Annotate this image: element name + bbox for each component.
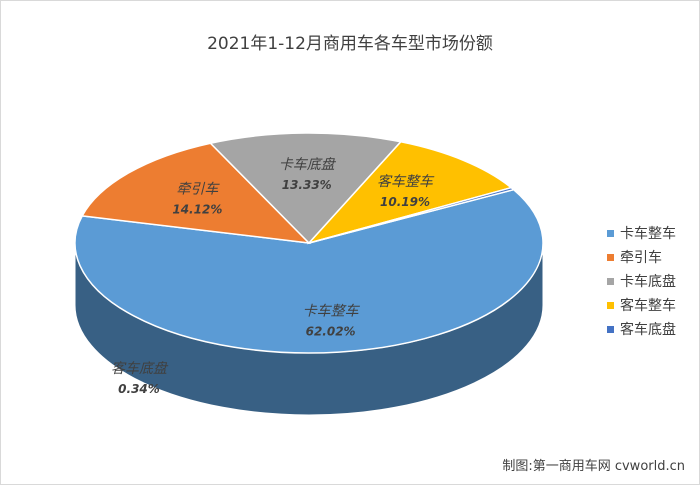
pie-slice-卡车底盘 [209,132,403,245]
pie-slice-卡车整车 [74,188,544,354]
pie-slice-客车整车 [306,140,513,245]
label-name-牵引车: 牵引车 [176,181,220,197]
chart-title: 2021年1-12月商用车各车型市场份额 [207,34,493,54]
pie-slice-客车底盘 [308,186,516,244]
legend-item: 卡车底盘 [607,270,676,294]
legend-label: 牵引车 [620,250,662,266]
label-value-卡车底盘: 13.33% [282,178,332,192]
pie-top [74,132,544,354]
source-credit: 制图:第一商用车网 cvworld.cn [502,459,685,474]
legend: 卡车整车牵引车卡车底盘客车整车客车底盘 [607,222,676,342]
label-name-卡车整车: 卡车整车 [303,304,361,320]
legend-swatch [607,301,614,309]
legend-label: 客车底盘 [620,322,676,338]
legend-swatch [607,325,614,333]
data-labels: 卡车整车 62.02% 牵引车 14.12% 卡车底盘 13.33% 客车整车 10.19% 客… [111,157,435,396]
legend-swatch [607,253,614,261]
legend-label: 客车整车 [620,298,676,314]
label-name-客车底盘: 客车底盘 [111,361,169,377]
legend-swatch [607,229,614,237]
label-value-卡车整车: 62.02% [306,325,356,339]
legend-label: 卡车底盘 [620,274,676,290]
label-value-客车底盘: 0.34% [118,382,160,396]
legend-item: 客车底盘 [607,318,676,342]
label-name-卡车底盘: 卡车底盘 [279,157,337,173]
pie-slice-牵引车 [81,142,312,244]
legend-item: 客车整车 [607,294,676,318]
label-name-客车整车: 客车整车 [377,174,435,190]
legend-item: 牵引车 [607,246,676,270]
label-value-牵引车: 14.12% [172,202,222,216]
legend-swatch [607,277,614,285]
legend-item: 卡车整车 [607,222,676,246]
legend-label: 卡车整车 [620,226,676,242]
label-value-客车整车: 10.19% [380,195,430,209]
